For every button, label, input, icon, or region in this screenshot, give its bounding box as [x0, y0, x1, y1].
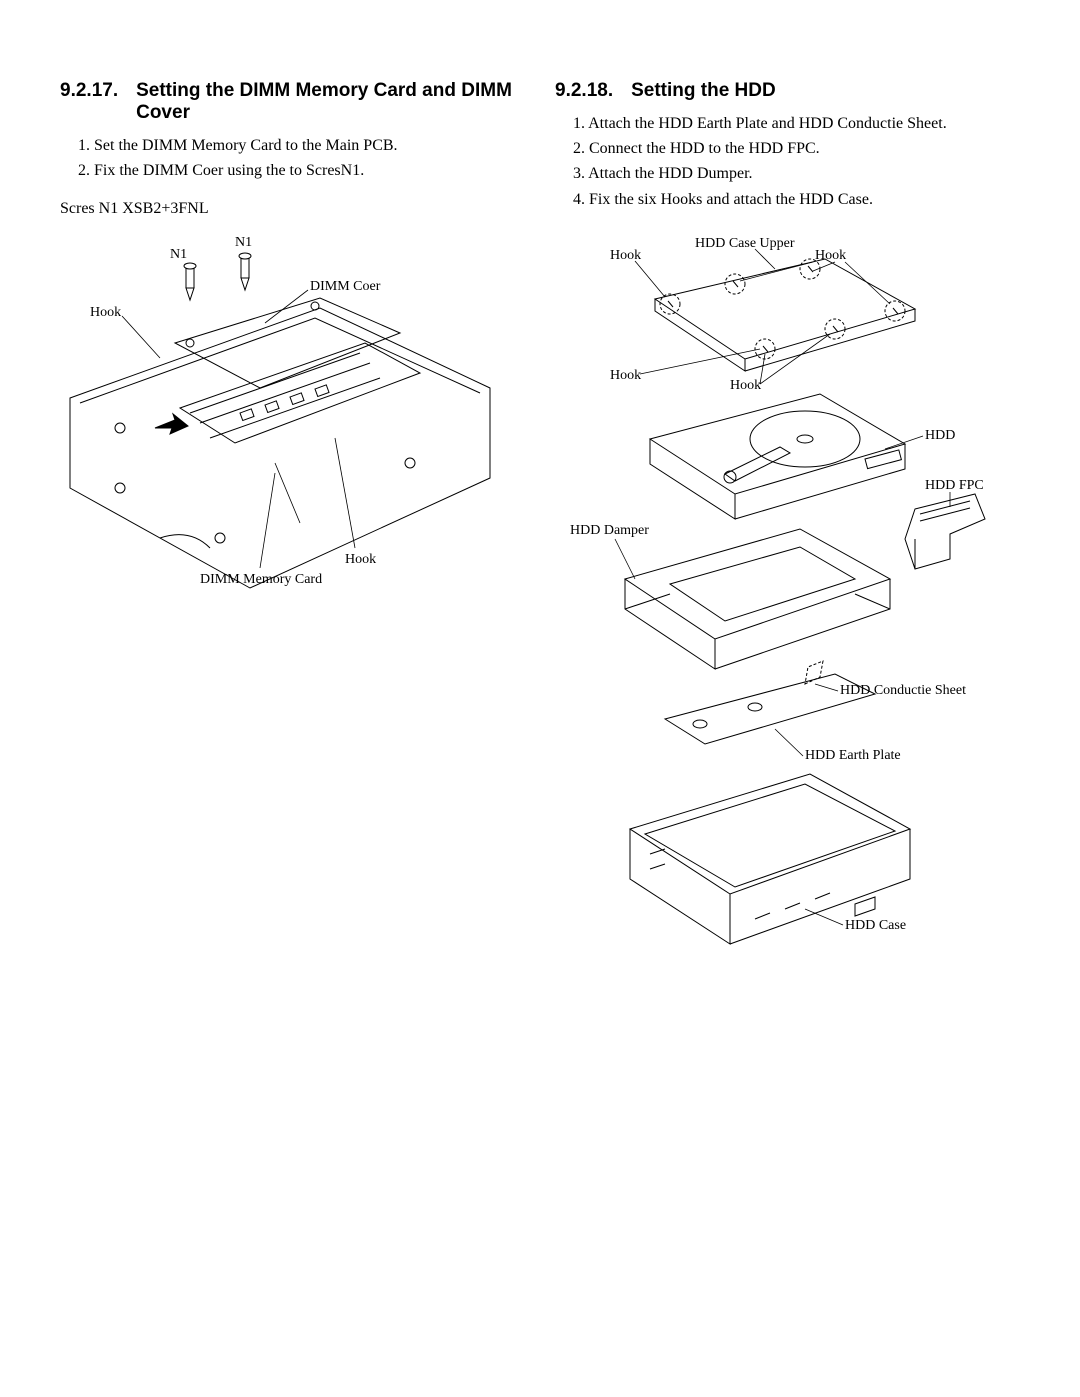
label-dimm-memory-card: DIMM Memory Card: [200, 572, 322, 587]
dimm-diagram-svg: N1 N1 DIMM Coer Hook: [60, 228, 500, 628]
left-section-number: 9.2.17.: [60, 80, 118, 124]
label-hdd-damper: HDD Damper: [570, 523, 649, 538]
label-conductive-sheet: HDD Conductie Sheet: [840, 683, 966, 698]
label-hook-4: Hook: [730, 378, 761, 393]
label-hdd-fpc: HDD FPC: [925, 478, 984, 493]
label-earth-plate: HDD Earth Plate: [805, 748, 901, 763]
right-column: 9.2.18. Setting the HDD 1. Attach the HD…: [555, 80, 1020, 969]
right-heading: 9.2.18. Setting the HDD: [555, 80, 1020, 102]
left-step-1: 1. Set the DIMM Memory Card to the Main …: [78, 134, 525, 157]
right-step-2: 2. Connect the HDD to the HDD FPC.: [573, 137, 1020, 160]
left-section-title: Setting the DIMM Memory Card and DIMM Co…: [136, 80, 525, 124]
label-hook-2: Hook: [815, 248, 846, 263]
left-heading: 9.2.17. Setting the DIMM Memory Card and…: [60, 80, 525, 124]
label-n1-right: N1: [235, 235, 252, 250]
label-hdd-case-upper: HDD Case Upper: [695, 236, 795, 251]
right-step-3: 3. Attach the HDD Dumper.: [573, 162, 1020, 185]
label-hdd-case: HDD Case: [845, 918, 906, 933]
right-section-number: 9.2.18.: [555, 80, 613, 102]
left-note: Scres N1 XSB2+3FNL: [60, 200, 525, 218]
right-step-1: 1. Attach the HDD Earth Plate and HDD Co…: [573, 112, 1020, 135]
label-hook-1: Hook: [610, 248, 641, 263]
right-step-4: 4. Fix the six Hooks and attach the HDD …: [573, 188, 1020, 211]
label-hook-bottom: Hook: [345, 552, 376, 567]
left-column: 9.2.17. Setting the DIMM Memory Card and…: [60, 80, 525, 969]
right-diagram: Hook HDD Case Upper Hook Hook Hook HDD H…: [555, 229, 1020, 969]
label-hdd: HDD: [925, 428, 955, 443]
hdd-diagram-svg: Hook HDD Case Upper Hook Hook Hook HDD H…: [555, 229, 995, 969]
left-diagram: N1 N1 DIMM Coer Hook: [60, 228, 525, 628]
left-steps: 1. Set the DIMM Memory Card to the Main …: [78, 134, 525, 182]
left-step-2: 2. Fix the DIMM Coer using the to ScresN…: [78, 159, 525, 182]
label-hook-3: Hook: [610, 368, 641, 383]
label-hook-top: Hook: [90, 305, 121, 320]
label-dimm-coer: DIMM Coer: [310, 279, 381, 294]
right-section-title: Setting the HDD: [631, 80, 1020, 102]
label-n1-left: N1: [170, 247, 187, 262]
page-content: 9.2.17. Setting the DIMM Memory Card and…: [0, 0, 1080, 1009]
right-steps: 1. Attach the HDD Earth Plate and HDD Co…: [573, 112, 1020, 211]
